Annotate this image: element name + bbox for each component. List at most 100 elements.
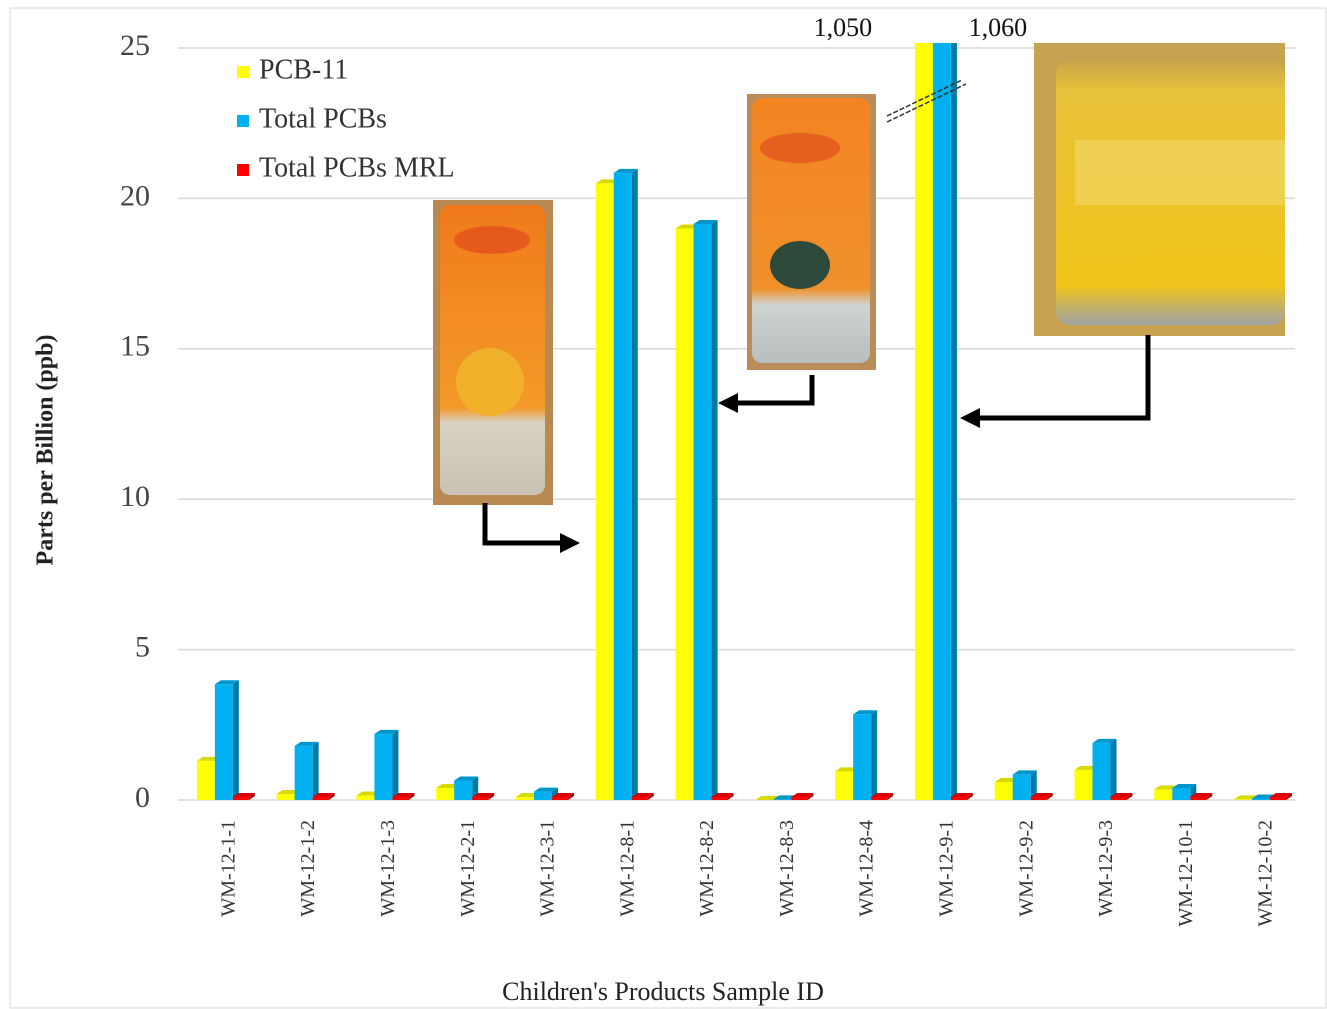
data-label: 1,050 bbox=[814, 13, 873, 42]
bar-top bbox=[711, 792, 734, 797]
bar-top bbox=[613, 168, 638, 173]
x-tick-label: WM-12-8-4 bbox=[856, 820, 878, 917]
bar bbox=[294, 745, 313, 800]
x-tick-label: WM-12-3-1 bbox=[537, 820, 559, 917]
x-tick-label: WM-12-1-3 bbox=[377, 820, 399, 917]
bar-side bbox=[966, 792, 973, 800]
bar bbox=[472, 796, 489, 800]
y-tick-label: 20 bbox=[120, 179, 150, 212]
product-photo bbox=[1034, 43, 1285, 336]
bar bbox=[950, 796, 967, 800]
bar-top bbox=[950, 792, 973, 797]
x-tick-label: WM-12-10-2 bbox=[1255, 820, 1277, 927]
y-tick-label: 10 bbox=[120, 480, 150, 513]
bar-top bbox=[1270, 792, 1293, 797]
bar-top bbox=[534, 787, 559, 792]
arrows bbox=[482, 335, 1151, 553]
bar-top bbox=[472, 792, 495, 797]
bar-top bbox=[374, 729, 399, 734]
bar bbox=[1092, 742, 1111, 800]
y-tick-label: 15 bbox=[120, 330, 150, 363]
bar bbox=[534, 791, 553, 800]
bar-top bbox=[392, 792, 415, 797]
bar-side bbox=[950, 43, 957, 800]
bar-side bbox=[488, 792, 495, 800]
bar-top bbox=[1092, 738, 1117, 743]
bar-side bbox=[408, 792, 415, 800]
bar bbox=[516, 796, 535, 800]
bar-top bbox=[232, 792, 255, 797]
y-tick-label: 5 bbox=[135, 630, 150, 663]
x-tick-label: WM-12-9-2 bbox=[1015, 820, 1037, 917]
bar-top bbox=[1012, 770, 1037, 775]
bar-side bbox=[887, 792, 894, 800]
bar-top bbox=[294, 741, 319, 746]
bar-side bbox=[1206, 792, 1213, 800]
bar-side bbox=[568, 792, 575, 800]
bar bbox=[871, 796, 888, 800]
x-axis-title: Children's Products Sample ID bbox=[502, 977, 824, 1006]
axis-break bbox=[886, 79, 967, 123]
bar bbox=[454, 780, 473, 800]
bar bbox=[232, 796, 249, 800]
bar bbox=[356, 795, 375, 800]
x-tick-label: WM-12-1-1 bbox=[217, 820, 239, 917]
x-tick-label: WM-12-2-1 bbox=[457, 820, 479, 917]
bar bbox=[1252, 798, 1271, 800]
bar-top bbox=[1110, 792, 1133, 797]
x-tick-label: WM-12-8-3 bbox=[776, 820, 798, 917]
y-tick-label: 25 bbox=[120, 29, 150, 62]
bar-side bbox=[392, 729, 399, 800]
bar-side bbox=[631, 168, 638, 800]
bar-top bbox=[552, 792, 575, 797]
x-tick-label: WM-12-10-1 bbox=[1175, 820, 1197, 927]
bar bbox=[552, 796, 569, 800]
bar bbox=[1270, 796, 1287, 800]
bar bbox=[693, 223, 712, 800]
x-tick-label: WM-12-8-1 bbox=[616, 820, 638, 917]
product-photo bbox=[747, 94, 876, 370]
bar-side bbox=[328, 792, 335, 800]
bar-side bbox=[1046, 792, 1053, 800]
bar-side bbox=[248, 792, 255, 800]
bar-top bbox=[871, 792, 894, 797]
bar bbox=[1074, 769, 1093, 800]
bar-top bbox=[791, 792, 814, 797]
bar bbox=[1234, 799, 1253, 800]
x-tick-label: WM-12-9-1 bbox=[936, 820, 958, 917]
legend-label: Total PCBs MRL bbox=[259, 152, 455, 183]
x-tick-label: WM-12-9-3 bbox=[1095, 820, 1117, 917]
bar bbox=[595, 183, 614, 801]
bar-top bbox=[454, 776, 479, 781]
data-label: 1,060 bbox=[969, 13, 1028, 42]
bar-side bbox=[711, 219, 718, 800]
bar-side bbox=[727, 792, 734, 800]
legend-swatch bbox=[237, 66, 249, 78]
bar bbox=[1154, 789, 1173, 800]
x-tick-label: WM-12-1-2 bbox=[297, 820, 319, 917]
product-photo bbox=[433, 200, 553, 505]
bar bbox=[1190, 796, 1207, 800]
bar bbox=[1030, 796, 1047, 800]
legend-swatch bbox=[237, 164, 249, 176]
bar bbox=[631, 796, 648, 800]
bar bbox=[436, 787, 455, 800]
bar bbox=[994, 781, 1013, 800]
bar-top bbox=[214, 680, 239, 685]
bar bbox=[773, 799, 792, 800]
y-tick-label: 0 bbox=[135, 781, 150, 814]
bar bbox=[835, 771, 854, 800]
bar-top bbox=[631, 792, 654, 797]
bar-side bbox=[1030, 770, 1037, 800]
bar-side bbox=[1110, 738, 1117, 800]
bar-top bbox=[1234, 795, 1259, 800]
chart-border bbox=[9, 7, 1327, 1009]
bar-side bbox=[871, 710, 878, 800]
legend-swatch bbox=[237, 115, 249, 127]
bar bbox=[791, 796, 808, 800]
photos bbox=[433, 43, 1285, 505]
bar-top bbox=[312, 792, 335, 797]
bar bbox=[1172, 787, 1191, 800]
legend-label: Total PCBs bbox=[259, 103, 387, 134]
